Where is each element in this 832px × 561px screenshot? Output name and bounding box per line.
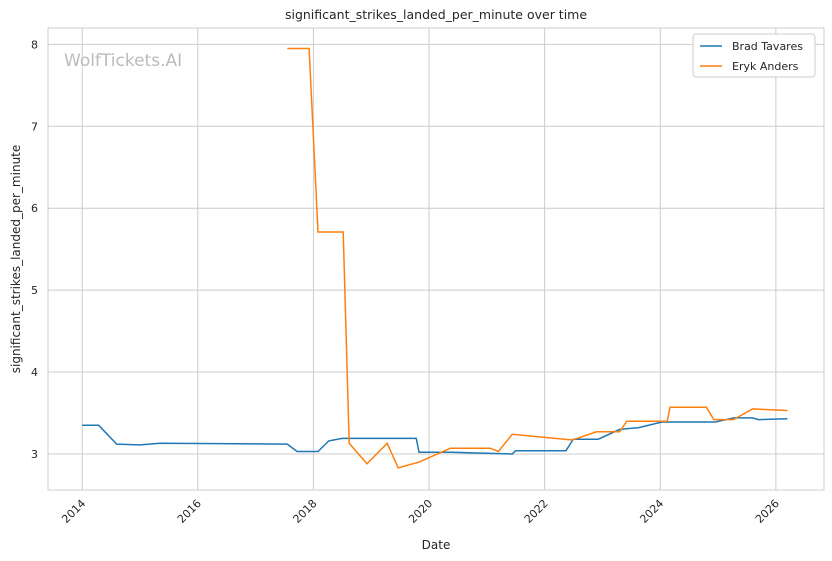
legend: Brad Tavares Eryk Anders [692,33,816,78]
y-tick-label: 7 [31,120,38,133]
legend-label: Eryk Anders [732,60,799,73]
chart-title: significant_strikes_landed_per_minute ov… [285,7,587,22]
y-tick-label: 6 [31,202,38,215]
x-tick-label: 2024 [637,497,666,526]
x-tick-label: 2014 [59,497,88,526]
x-tick-label: 2016 [175,497,204,526]
x-axis-label: Date [422,538,451,552]
y-axis-label: significant_strikes_landed_per_minute [9,145,23,374]
plot-area [47,27,825,491]
x-tick-label: 2026 [753,497,782,526]
y-tick-label: 3 [31,448,38,461]
x-tick-label: 2020 [406,497,435,526]
legend-label: Brad Tavares [732,40,803,53]
y-tick-label: 4 [31,366,38,379]
x-tick-label: 2022 [522,497,551,526]
watermark: WolfTickets.AI [64,51,182,71]
y-tick-label: 5 [31,284,38,297]
x-tick-label: 2018 [291,497,320,526]
series-line-0 [82,417,788,455]
series-line-1 [287,47,788,469]
y-tick-label: 8 [31,38,38,51]
